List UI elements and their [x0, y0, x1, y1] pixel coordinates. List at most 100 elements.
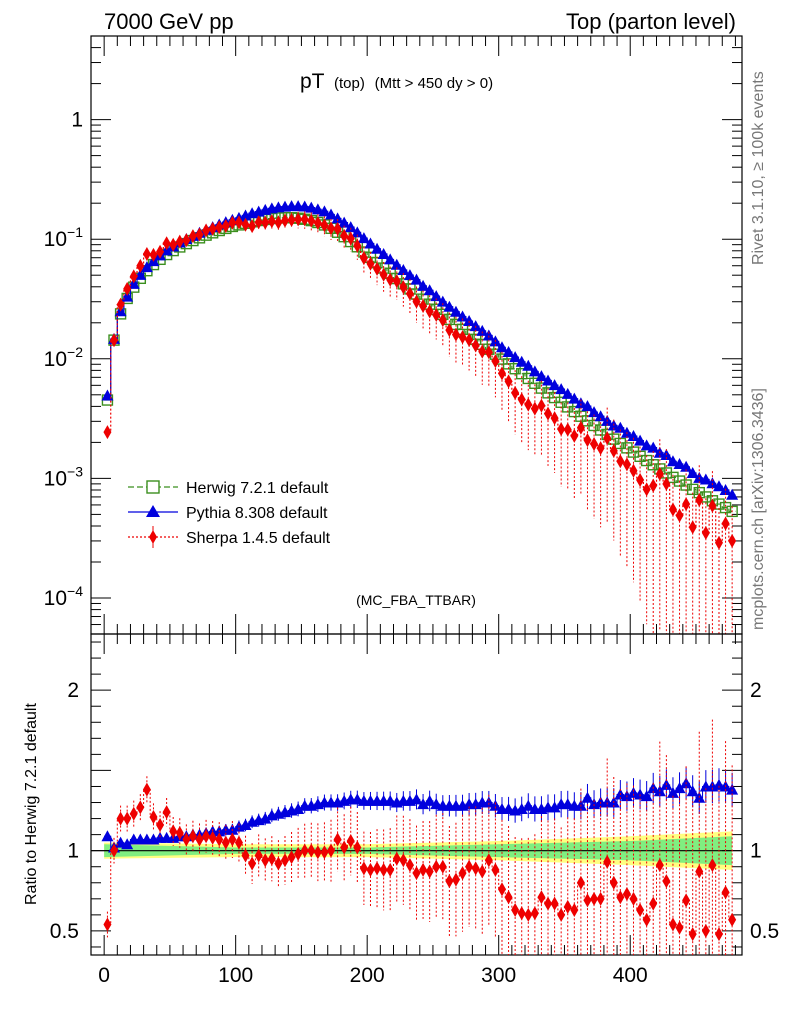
sherpa-point	[425, 304, 434, 319]
sherpa-point	[682, 497, 691, 512]
pythia-point	[311, 203, 324, 215]
sherpa-point	[491, 354, 500, 369]
pythia-ratio-point	[673, 782, 686, 794]
sherpa-point	[563, 422, 572, 437]
sherpa-point	[622, 457, 631, 472]
sherpa-ratio-point	[471, 861, 480, 876]
sherpa-point	[544, 406, 553, 421]
sherpa-ratio-point	[300, 843, 309, 858]
pythia-ratio-point	[515, 802, 528, 814]
pythia-point	[509, 351, 522, 363]
sherpa-ratio-point	[320, 845, 329, 860]
sherpa-ratio-point	[248, 856, 257, 871]
sherpa-ratio-point	[234, 835, 243, 850]
pythia-point	[463, 315, 476, 327]
ratio-ylabel: Ratio to Herwig 7.2.1 default	[23, 703, 40, 905]
sherpa-point	[234, 215, 243, 230]
sherpa-point	[629, 463, 638, 478]
main-plot-series	[101, 200, 739, 634]
pythia-point	[384, 253, 397, 265]
sherpa-ratio-point	[412, 866, 421, 881]
sherpa-ratio-point	[511, 903, 520, 918]
sherpa-point	[721, 516, 730, 531]
sherpa-ratio-point	[504, 890, 513, 905]
sherpa-point	[267, 214, 276, 229]
x-tick-label: 300	[481, 964, 516, 987]
sherpa-ratio-point	[149, 809, 158, 824]
sherpa-point	[445, 323, 454, 338]
plot-title-sub2: (Mtt > 450 dy > 0)	[375, 75, 493, 92]
sherpa-ratio-point	[517, 906, 526, 921]
sherpa-point	[366, 256, 375, 271]
pythia-point	[614, 421, 627, 433]
sherpa-point	[590, 436, 599, 451]
x-tick-label: 400	[613, 964, 648, 987]
pythia-ratio-point	[121, 838, 134, 850]
ratio-y-tick-label-right: 1	[750, 840, 762, 863]
sherpa-point	[412, 294, 421, 309]
sherpa-ratio-point	[484, 853, 493, 868]
sherpa-ratio-point	[373, 861, 382, 876]
pythia-ratio-point	[482, 796, 495, 808]
sherpa-point	[465, 333, 474, 348]
sherpa-ratio-point	[399, 853, 408, 868]
sherpa-ratio-point	[649, 896, 658, 911]
sherpa-point	[708, 498, 717, 513]
pythia-point	[548, 379, 561, 391]
sherpa-point	[458, 330, 467, 345]
sherpa-point	[162, 236, 171, 251]
pythia-point	[364, 237, 377, 249]
ratio-frame-box	[90, 633, 743, 956]
sherpa-point	[188, 229, 197, 244]
sherpa-ratio-point	[346, 834, 355, 849]
sherpa-ratio-point	[688, 927, 697, 942]
sherpa-point	[438, 313, 447, 328]
sherpa-point	[451, 327, 460, 342]
sherpa-point	[570, 428, 579, 443]
mcplots-label: mcplots.cern.ch [arXiv:1306.3436]	[750, 388, 767, 630]
sherpa-ratio-point	[333, 832, 342, 847]
main-y-tick-label: 10−3	[44, 463, 84, 490]
sherpa-point	[215, 220, 224, 235]
sherpa-point	[675, 508, 684, 523]
legend-label-herwig: Herwig 7.2.1 default	[186, 480, 329, 497]
sherpa-point	[688, 520, 697, 535]
pythia-ratio-point	[259, 812, 272, 824]
sherpa-ratio-point	[313, 845, 322, 860]
legend: Herwig 7.2.1 default Pythia 8.308 default…	[128, 480, 331, 548]
sherpa-ratio-point	[340, 840, 349, 855]
sherpa-ratio-point	[156, 817, 165, 832]
sherpa-ratio-point	[530, 906, 539, 921]
sherpa-point	[484, 345, 493, 360]
pythia-point	[522, 359, 535, 371]
pythia-ratio-point	[417, 798, 430, 810]
sherpa-point	[156, 244, 165, 259]
sherpa-point	[662, 476, 671, 491]
pythia-point	[581, 400, 594, 412]
sherpa-point	[142, 246, 151, 261]
pythia-point	[502, 345, 515, 357]
sherpa-point	[537, 398, 546, 413]
pythia-point	[344, 221, 357, 233]
sherpa-point	[169, 237, 178, 252]
sherpa-ratio-point	[195, 832, 204, 847]
rivet-label: Rivet 3.1.10, ≥ 100k events	[750, 71, 767, 265]
sherpa-ratio-point	[563, 899, 572, 914]
pythia-ratio-point	[726, 783, 739, 795]
ratio-y-tick-label: 0.5	[50, 920, 79, 943]
sherpa-ratio-point	[583, 893, 592, 908]
x-tick-label: 100	[218, 964, 253, 987]
sherpa-ratio-point	[701, 923, 710, 938]
sherpa-ratio-point	[221, 835, 230, 850]
main-y-tick-label: 10−1	[44, 224, 84, 251]
pythia-point	[482, 329, 495, 341]
sherpa-point	[642, 482, 651, 497]
pythia-point	[436, 295, 449, 307]
sherpa-point	[471, 338, 480, 353]
sherpa-ratio-point	[721, 885, 730, 900]
sherpa-point	[254, 215, 263, 230]
pythia-point	[706, 477, 719, 489]
sherpa-ratio-point	[668, 917, 677, 932]
sherpa-point	[655, 466, 664, 481]
pythia-point	[134, 268, 147, 280]
